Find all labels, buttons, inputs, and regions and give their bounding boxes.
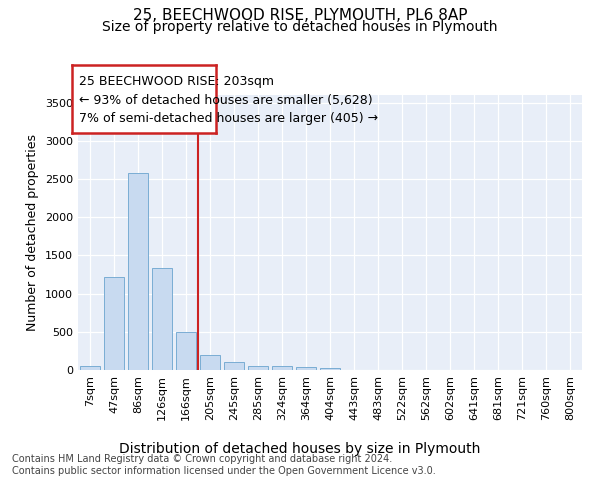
Bar bbox=[128, 173, 148, 370]
Bar bbox=[248, 366, 268, 370]
Bar bbox=[176, 332, 196, 370]
Bar bbox=[80, 366, 100, 370]
Y-axis label: Number of detached properties: Number of detached properties bbox=[26, 134, 40, 331]
Bar bbox=[104, 277, 124, 370]
Text: Contains HM Land Registry data © Crown copyright and database right 2024.: Contains HM Land Registry data © Crown c… bbox=[12, 454, 392, 464]
Bar bbox=[200, 356, 220, 370]
Text: 25, BEECHWOOD RISE, PLYMOUTH, PL6 8AP: 25, BEECHWOOD RISE, PLYMOUTH, PL6 8AP bbox=[133, 8, 467, 22]
Bar bbox=[152, 268, 172, 370]
Text: Contains public sector information licensed under the Open Government Licence v3: Contains public sector information licen… bbox=[12, 466, 436, 476]
Text: Size of property relative to detached houses in Plymouth: Size of property relative to detached ho… bbox=[102, 20, 498, 34]
Bar bbox=[296, 367, 316, 370]
Text: Distribution of detached houses by size in Plymouth: Distribution of detached houses by size … bbox=[119, 442, 481, 456]
Bar bbox=[224, 362, 244, 370]
Bar bbox=[320, 368, 340, 370]
Text: 25 BEECHWOOD RISE: 203sqm
← 93% of detached houses are smaller (5,628)
7% of sem: 25 BEECHWOOD RISE: 203sqm ← 93% of detac… bbox=[79, 75, 379, 125]
Bar bbox=[272, 366, 292, 370]
